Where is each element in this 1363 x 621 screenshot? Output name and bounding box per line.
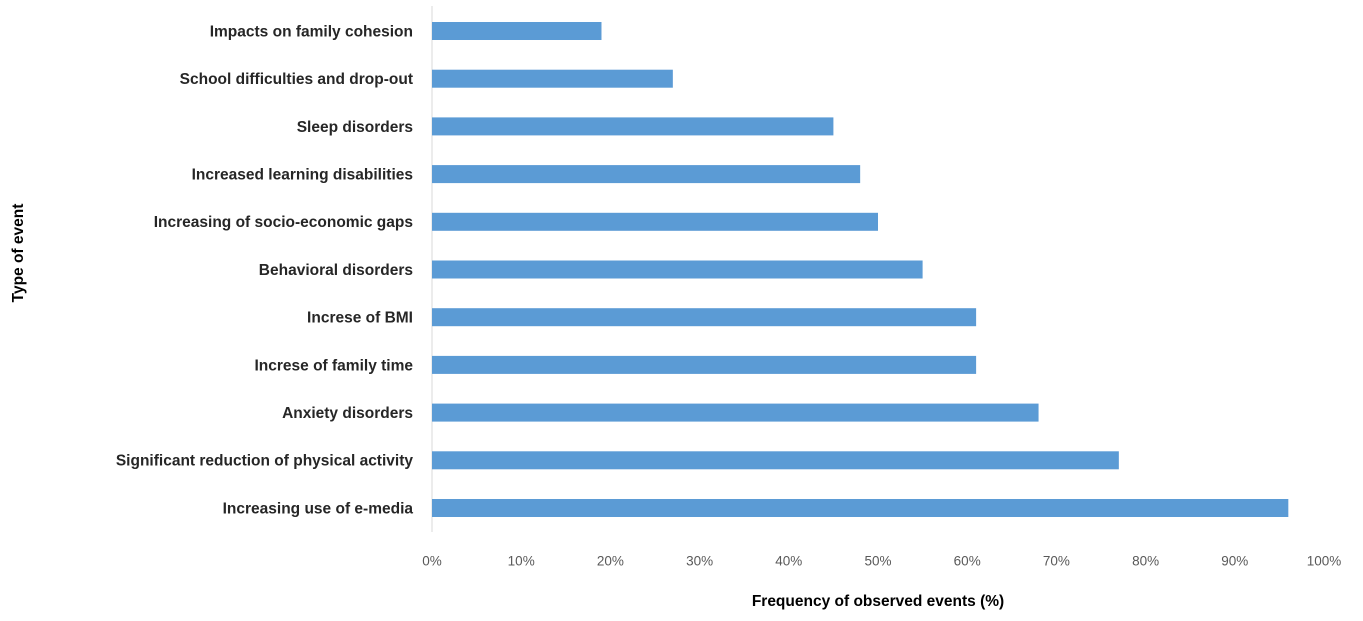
category-label: Anxiety disorders bbox=[282, 405, 413, 422]
x-tick-label: 0% bbox=[422, 554, 442, 569]
bar bbox=[432, 22, 602, 40]
x-tick-label: 20% bbox=[597, 554, 624, 569]
bar bbox=[432, 355, 977, 374]
bar bbox=[432, 403, 1039, 422]
x-tick-label: 100% bbox=[1307, 554, 1342, 569]
category-label: School difficulties and drop-out bbox=[180, 71, 413, 88]
bar bbox=[432, 308, 977, 327]
x-tick-label: 30% bbox=[686, 554, 713, 569]
bar bbox=[432, 165, 861, 184]
bar bbox=[432, 499, 1289, 517]
category-label: Impacts on family cohesion bbox=[210, 23, 413, 40]
y-axis-title: Type of event bbox=[10, 204, 27, 303]
x-tick-labels-group: 0% 10% 20% 30% 40% 50% 60% 70% 80% 90% 100% bbox=[422, 554, 1341, 569]
category-label: Increasing of socio-economic gaps bbox=[154, 214, 413, 231]
x-tick-label: 80% bbox=[1132, 554, 1159, 569]
x-tick-label: 40% bbox=[775, 554, 802, 569]
bar bbox=[432, 69, 673, 88]
x-tick-label: 90% bbox=[1221, 554, 1248, 569]
bar bbox=[432, 260, 923, 279]
x-tick-label: 70% bbox=[1043, 554, 1070, 569]
bars-group bbox=[432, 22, 1289, 517]
bar bbox=[432, 212, 878, 231]
x-tick-label: 10% bbox=[508, 554, 535, 569]
x-tick-label: 50% bbox=[864, 554, 891, 569]
category-label: Behavioral disorders bbox=[259, 262, 413, 279]
category-label: Increasing use of e-media bbox=[223, 500, 414, 517]
x-axis-title: Frequency of observed events (%) bbox=[752, 593, 1004, 610]
category-label: Increased learning disabilities bbox=[192, 167, 413, 184]
category-label: Sleep disorders bbox=[297, 119, 413, 136]
category-label: Significant reduction of physical activi… bbox=[116, 453, 414, 470]
category-labels-group: Impacts on family cohesion School difficu… bbox=[116, 23, 414, 517]
category-label: Increse of BMI bbox=[307, 310, 413, 327]
bar bbox=[432, 117, 834, 136]
x-tick-label: 60% bbox=[954, 554, 981, 569]
bar bbox=[432, 451, 1119, 470]
category-label: Increse of family time bbox=[254, 357, 413, 374]
